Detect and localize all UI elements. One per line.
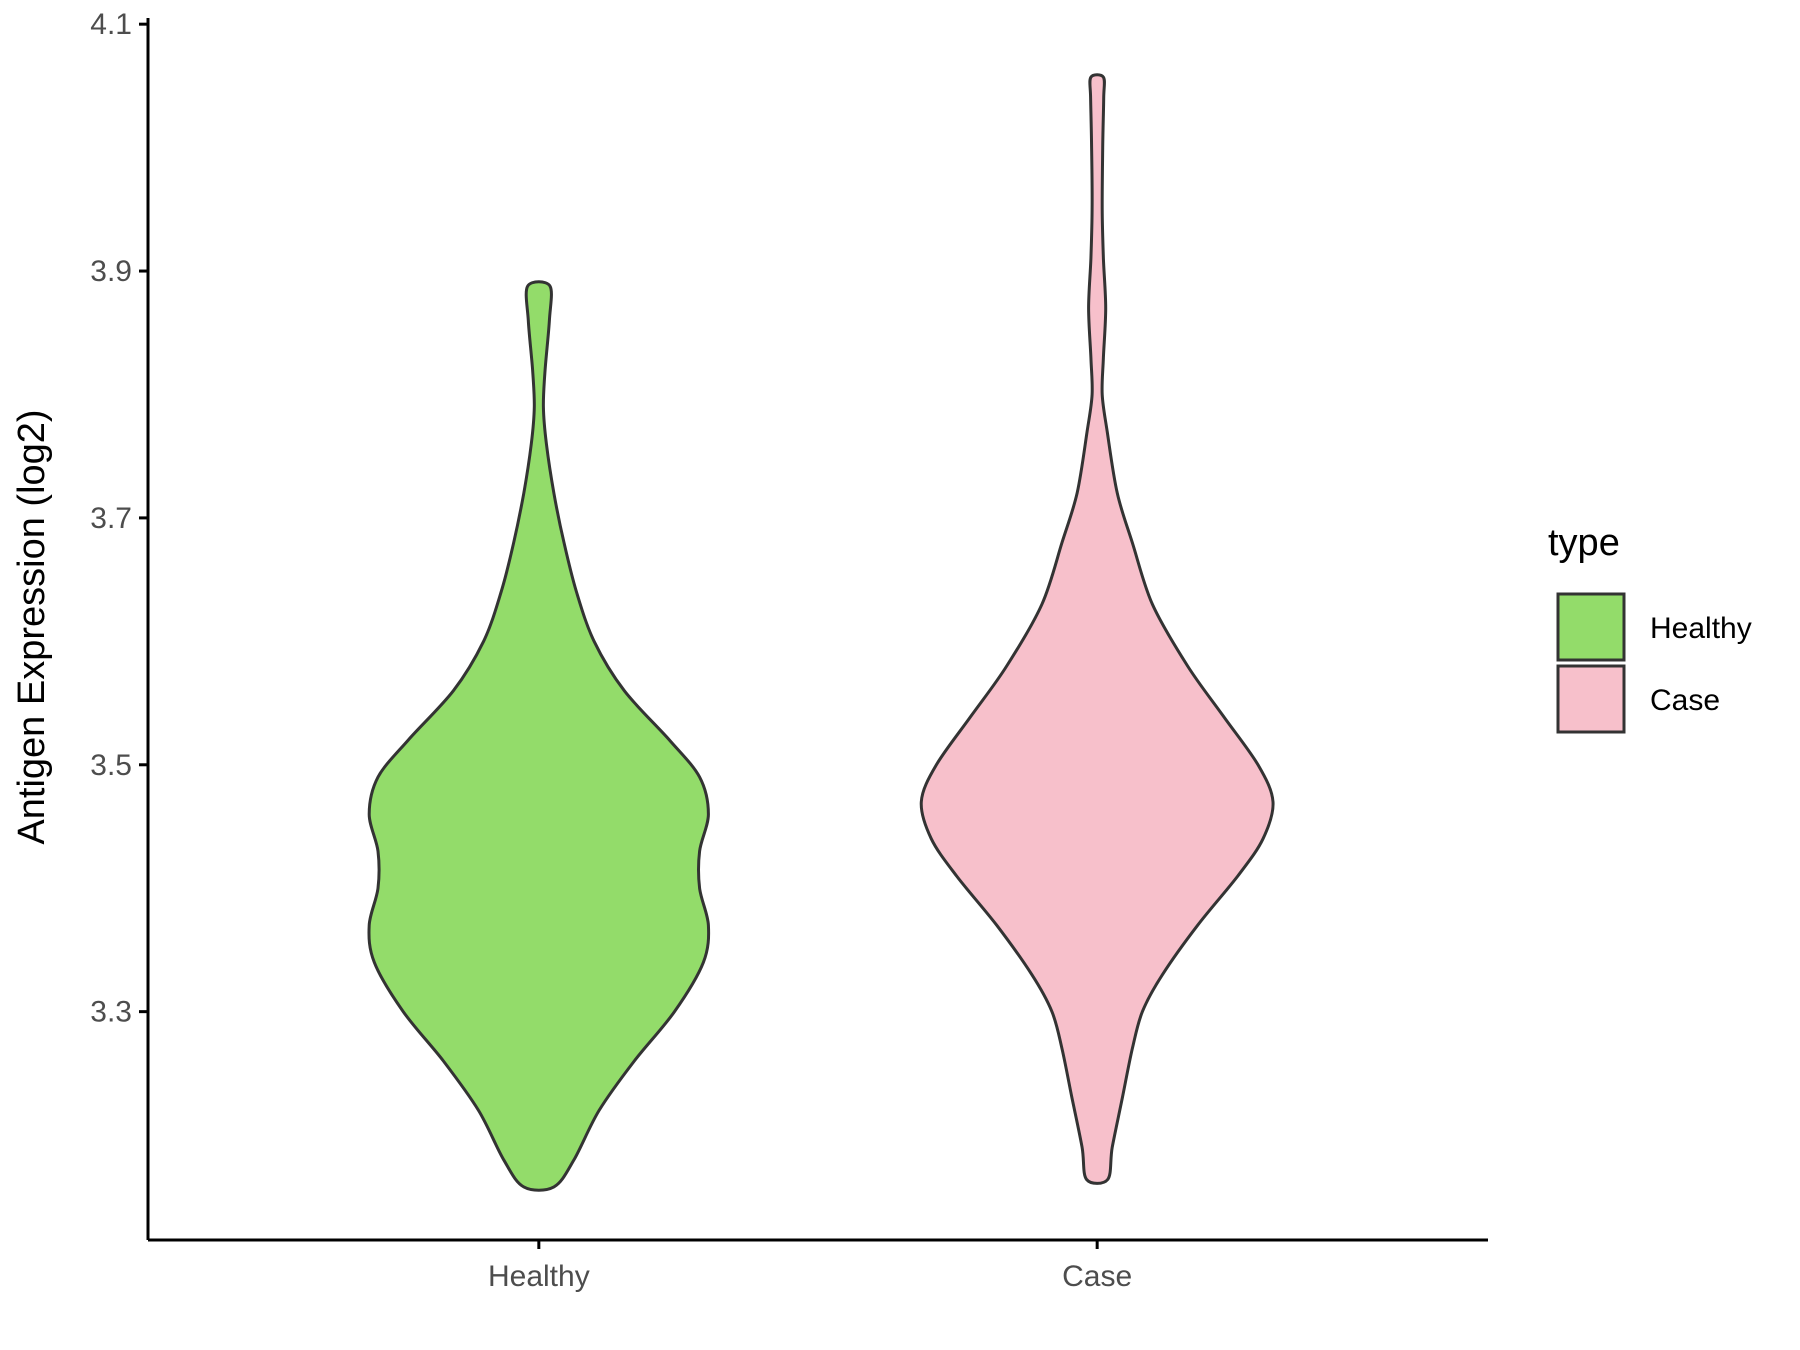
x-tick-label: Healthy (488, 1260, 590, 1293)
violin-layer (367, 73, 1275, 1192)
violin-healthy (367, 280, 711, 1192)
y-tick-label: 3.9 (90, 255, 132, 288)
y-tick-label: 3.3 (90, 996, 132, 1029)
x-tick-label: Case (1062, 1260, 1132, 1293)
y-axis-title: Antigen Expression (log2) (11, 409, 53, 844)
violin-case (919, 73, 1275, 1185)
y-tick-label: 4.1 (90, 8, 132, 41)
legend-swatch-healthy (1556, 592, 1626, 662)
legend: type Healthy Case (1548, 522, 1752, 734)
axes: 3.3 3.5 3.7 3.9 4.1 Healthy Case (90, 8, 1488, 1293)
y-tick-label: 3.5 (90, 749, 132, 782)
y-tick-label: 3.7 (90, 502, 132, 535)
legend-title: type (1548, 522, 1620, 564)
legend-swatch-case (1556, 664, 1626, 734)
legend-label-case: Case (1650, 684, 1720, 717)
legend-label-healthy: Healthy (1650, 612, 1752, 645)
